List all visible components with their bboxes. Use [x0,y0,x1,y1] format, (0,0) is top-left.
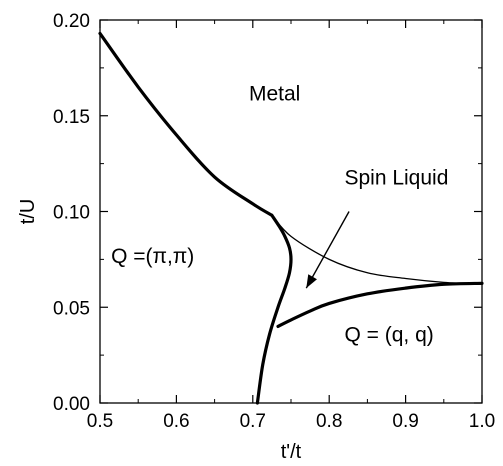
region-label: Spin Liquid [344,167,448,190]
y-tick-label: 0.05 [53,298,90,319]
y-tick-label: 0.15 [53,107,90,128]
phase-boundary-line-1 [98,31,274,217]
x-tick-label: 0.5 [87,411,113,432]
region-label: Q = (q, q) [344,324,433,347]
x-tick-label: 0.9 [392,411,418,432]
phase-boundary-line-4 [271,214,483,285]
x-tick-label: 0.6 [163,411,189,432]
y-axis-label: t/U [17,199,39,225]
x-tick-label: 0.7 [240,411,266,432]
y-tick-label: 0.10 [53,203,90,224]
spin-liquid-arrowhead [306,274,317,289]
phase-boundary-line-3 [276,281,484,328]
x-tick-label: 0.8 [316,411,342,432]
x-tick-label: 1.0 [469,411,495,432]
phase-boundary-line-2 [255,213,293,405]
region-label: Metal [249,82,300,105]
y-tick-label: 0.20 [53,11,90,32]
y-tick-label: 0.00 [53,394,90,415]
spin-liquid-arrow [305,211,350,289]
region-label: Q =(π,π) [111,245,194,268]
x-axis-label: t'/t [281,441,302,463]
